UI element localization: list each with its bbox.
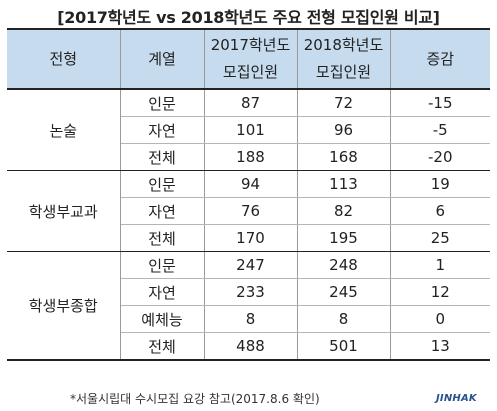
y2017-cell: 233 bbox=[203, 278, 298, 306]
table-row: 전체 170 195 25 bbox=[7, 224, 490, 252]
field-cell: 전체 bbox=[120, 332, 205, 361]
header-field: 계열 bbox=[119, 28, 205, 90]
header-change: 증감 bbox=[389, 28, 490, 90]
table-row: 예체능 8 8 0 bbox=[7, 305, 490, 333]
change-cell: 25 bbox=[389, 224, 490, 252]
y2018-cell: 501 bbox=[296, 332, 391, 361]
header-2017-line2: 모집인원 bbox=[222, 63, 279, 81]
jinhak-logo: JINHAK bbox=[436, 393, 477, 404]
change-cell: -20 bbox=[389, 143, 490, 171]
field-cell: 자연 bbox=[120, 197, 205, 225]
y2018-cell: 248 bbox=[296, 251, 391, 279]
table-row: 학생부종합 인문 247 248 1 bbox=[7, 251, 490, 361]
field-cell: 전체 bbox=[120, 143, 205, 171]
y2017-cell: 101 bbox=[203, 116, 298, 144]
y2018-cell: 82 bbox=[296, 197, 391, 225]
change-cell: 13 bbox=[389, 332, 490, 361]
y2017-cell: 76 bbox=[203, 197, 298, 225]
table-row: 자연 76 82 6 bbox=[7, 197, 490, 225]
y2017-cell: 87 bbox=[203, 89, 298, 117]
field-cell: 자연 bbox=[120, 116, 205, 144]
y2018-cell: 96 bbox=[296, 116, 391, 144]
header-type: 전형 bbox=[7, 28, 121, 90]
field-cell: 전체 bbox=[120, 224, 205, 252]
field-cell: 자연 bbox=[120, 278, 205, 306]
field-cell: 인문 bbox=[119, 89, 205, 117]
field-cell: 예체능 bbox=[120, 305, 205, 333]
change-cell: 1 bbox=[389, 251, 490, 279]
table-row: 자연 233 245 12 bbox=[7, 278, 490, 306]
y2017-cell: 247 bbox=[203, 251, 298, 279]
field-cell: 인문 bbox=[119, 251, 205, 279]
field-cell: 인문 bbox=[119, 170, 205, 198]
table-row: 전체 188 168 -20 bbox=[7, 143, 490, 171]
y2018-cell: 113 bbox=[296, 170, 391, 198]
comparison-table-container: 전형 계열 2017학년도 모집인원 2018학년도 모집인원 증감 논술 인문… bbox=[7, 28, 490, 361]
y2018-cell: 8 bbox=[296, 305, 391, 333]
change-cell: 19 bbox=[389, 170, 490, 198]
y2017-cell: 188 bbox=[203, 143, 298, 171]
header-2018-line2: 모집인원 bbox=[315, 63, 372, 81]
table-row: 자연 101 96 -5 bbox=[7, 116, 490, 144]
comparison-table: 전형 계열 2017학년도 모집인원 2018학년도 모집인원 증감 논술 인문… bbox=[7, 28, 490, 361]
y2017-cell: 94 bbox=[203, 170, 298, 198]
header-2018: 2018학년도 모집인원 bbox=[296, 28, 391, 90]
table-row: 전체 488 501 13 bbox=[7, 332, 490, 361]
change-cell: 12 bbox=[389, 278, 490, 306]
header-2018-line1: 2018학년도 bbox=[303, 36, 384, 54]
y2018-cell: 72 bbox=[296, 89, 391, 117]
group-name: 학생부종합 bbox=[7, 251, 121, 361]
group-name: 학생부교과 bbox=[7, 170, 121, 252]
table-row: 논술 인문 87 72 -15 bbox=[7, 89, 490, 171]
header-2017: 2017학년도 모집인원 bbox=[203, 28, 298, 90]
group-name: 논술 bbox=[7, 89, 121, 171]
y2017-cell: 488 bbox=[203, 332, 298, 361]
change-cell: -15 bbox=[389, 89, 490, 117]
table-title: [2017학년도 vs 2018학년도 주요 전형 모집인원 비교] bbox=[57, 8, 440, 27]
change-cell: 0 bbox=[389, 305, 490, 333]
header-2017-line1: 2017학년도 bbox=[210, 36, 291, 54]
y2017-cell: 170 bbox=[203, 224, 298, 252]
y2018-cell: 168 bbox=[296, 143, 391, 171]
header-row: 전형 계열 2017학년도 모집인원 2018학년도 모집인원 증감 bbox=[7, 28, 490, 90]
source-footnote: *서울시립대 수시모집 요강 참고(2017.8.6 확인) bbox=[70, 392, 320, 406]
change-cell: 6 bbox=[389, 197, 490, 225]
y2018-cell: 195 bbox=[296, 224, 391, 252]
table-row: 학생부교과 인문 94 113 19 bbox=[7, 170, 490, 252]
y2018-cell: 245 bbox=[296, 278, 391, 306]
change-cell: -5 bbox=[389, 116, 490, 144]
y2017-cell: 8 bbox=[203, 305, 298, 333]
